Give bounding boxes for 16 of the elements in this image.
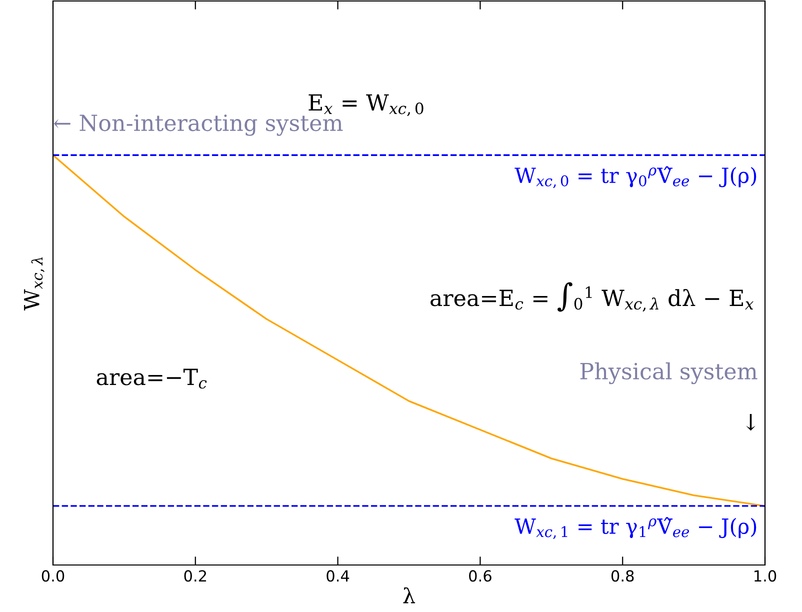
annotation: ↓ (746, 414, 756, 431)
text: ← Non-interacting system (54, 114, 343, 136)
text: E$_{x}$ = W$_{xc,0}$ (308, 94, 424, 116)
ref-line-label: W$_{xc,0}$ = tr γ$_{0}$$^{ρ}$V̂$_{ee}$ − J(ρ) (514, 166, 756, 188)
x-axis-title: λ (403, 587, 416, 604)
ref-line-label: W$_{xc,1}$ = tr γ$_{1}$$^{ρ}$V̂$_{ee}$ − J(ρ) (514, 517, 756, 539)
x-tick-label: 0.2 (184, 570, 206, 582)
annotation: Physical system (580, 362, 758, 384)
x-tick-label: 0.4 (326, 570, 350, 582)
x-tick-label: 0.8 (611, 570, 634, 582)
x-tick-label: 0.0 (42, 570, 64, 582)
y-axis-title: W$_{xc,λ}$ (24, 257, 44, 311)
text: area=E$_{c}$ = ∫$_{0}$$^{1}$ W$_{xc,λ}$ dλ − E$_{x}$ (430, 282, 754, 312)
x-tick-label: 0.6 (469, 570, 492, 582)
x-tick-label: 1.0 (754, 570, 776, 582)
annotation: area=−T$_{c}$ (96, 368, 207, 389)
